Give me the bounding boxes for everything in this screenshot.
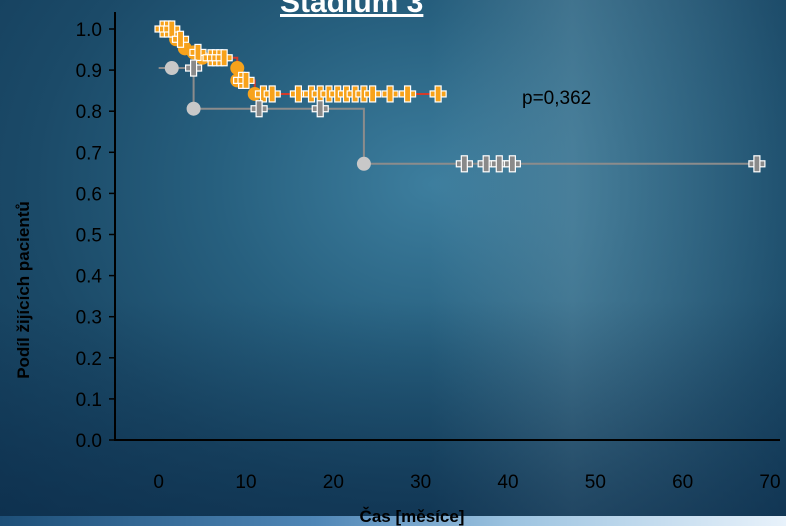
y-tick-label: 0.2 bbox=[76, 349, 102, 370]
event-point bbox=[186, 101, 201, 116]
censored-mark bbox=[237, 71, 255, 89]
chart-title: Stadium 3 bbox=[280, 0, 424, 19]
censored-mark bbox=[163, 20, 181, 38]
plus-core bbox=[270, 92, 274, 96]
y-tick-label: 1.0 bbox=[76, 20, 102, 41]
event-point bbox=[164, 61, 179, 76]
plus-core bbox=[344, 92, 349, 96]
plus-core bbox=[309, 92, 314, 96]
background-shadow bbox=[0, 300, 786, 526]
censored-mark bbox=[748, 155, 766, 173]
plus-core bbox=[405, 92, 410, 96]
plus-core bbox=[510, 162, 514, 166]
x-tick-label: 30 bbox=[410, 472, 431, 493]
plus-core bbox=[261, 92, 266, 96]
plus-core bbox=[222, 56, 226, 60]
plus-core bbox=[257, 107, 261, 111]
event-point bbox=[230, 61, 245, 76]
plus-core bbox=[353, 92, 357, 96]
plus-core bbox=[362, 92, 366, 96]
censored-mark bbox=[364, 85, 382, 103]
x-axis-label: Čas [měsíce] bbox=[360, 507, 465, 526]
plus-core bbox=[484, 162, 488, 166]
event-point bbox=[356, 156, 371, 171]
y-tick-label: 0.8 bbox=[76, 102, 102, 123]
y-tick-label: 0.3 bbox=[76, 308, 102, 329]
y-axis-label: Podíl žijících pacientů bbox=[14, 201, 33, 379]
plus-core bbox=[196, 50, 200, 55]
plus-core bbox=[755, 162, 759, 166]
axes: 0.0 0.1 0.2 0.3 0.4 0.5 0.6 0.7 0.8 0.9 1.0 0 10 20 30… bbox=[76, 12, 781, 493]
x-tick-label: 60 bbox=[672, 472, 693, 493]
plus-core bbox=[436, 92, 440, 96]
plus-core bbox=[318, 92, 322, 96]
x-tick-label: 20 bbox=[323, 472, 344, 493]
plus-core bbox=[170, 27, 174, 31]
plus-core bbox=[336, 92, 340, 96]
censored-mark bbox=[398, 85, 417, 103]
censored-mark bbox=[381, 85, 399, 103]
y-tick-label: 0.7 bbox=[76, 143, 102, 164]
x-tick-label: 40 bbox=[497, 472, 518, 493]
plus-core bbox=[497, 162, 501, 166]
y-tick-label: 0.6 bbox=[76, 184, 102, 205]
plus-core bbox=[327, 92, 331, 96]
p-value-annotation: p=0,362 bbox=[522, 88, 591, 109]
censored-mark bbox=[185, 59, 203, 77]
y-tick-label: 0.5 bbox=[76, 226, 102, 247]
plus-core bbox=[462, 162, 466, 166]
censored-mark bbox=[263, 85, 281, 103]
plus-core bbox=[244, 78, 248, 82]
x-tick-label: 0 bbox=[153, 472, 164, 493]
censored-mark bbox=[311, 100, 329, 118]
x-tick-label: 70 bbox=[759, 472, 780, 493]
y-tick-label: 0.4 bbox=[76, 267, 103, 288]
y-tick-label: 0.1 bbox=[76, 390, 102, 411]
censored-mark bbox=[250, 100, 268, 118]
plus-core bbox=[318, 107, 322, 111]
plus-core bbox=[371, 92, 375, 96]
y-tick-label: 0.0 bbox=[76, 431, 102, 452]
y-tick-label: 0.9 bbox=[76, 61, 102, 82]
bottom-decorative-bar bbox=[0, 516, 786, 526]
censored-mark bbox=[477, 155, 495, 173]
x-tick-label: 50 bbox=[585, 472, 606, 493]
censored-mark bbox=[189, 43, 207, 62]
x-tick-label: 10 bbox=[235, 472, 256, 493]
censored-mark bbox=[503, 155, 521, 173]
plus-core bbox=[296, 92, 300, 96]
plus-core bbox=[192, 66, 196, 70]
censored-mark bbox=[429, 85, 447, 103]
censored-mark bbox=[171, 30, 190, 48]
censored-mark bbox=[215, 49, 233, 67]
plus-core bbox=[388, 92, 392, 96]
censored-mark bbox=[455, 155, 473, 173]
plus-core bbox=[178, 37, 183, 41]
curves bbox=[154, 20, 766, 173]
